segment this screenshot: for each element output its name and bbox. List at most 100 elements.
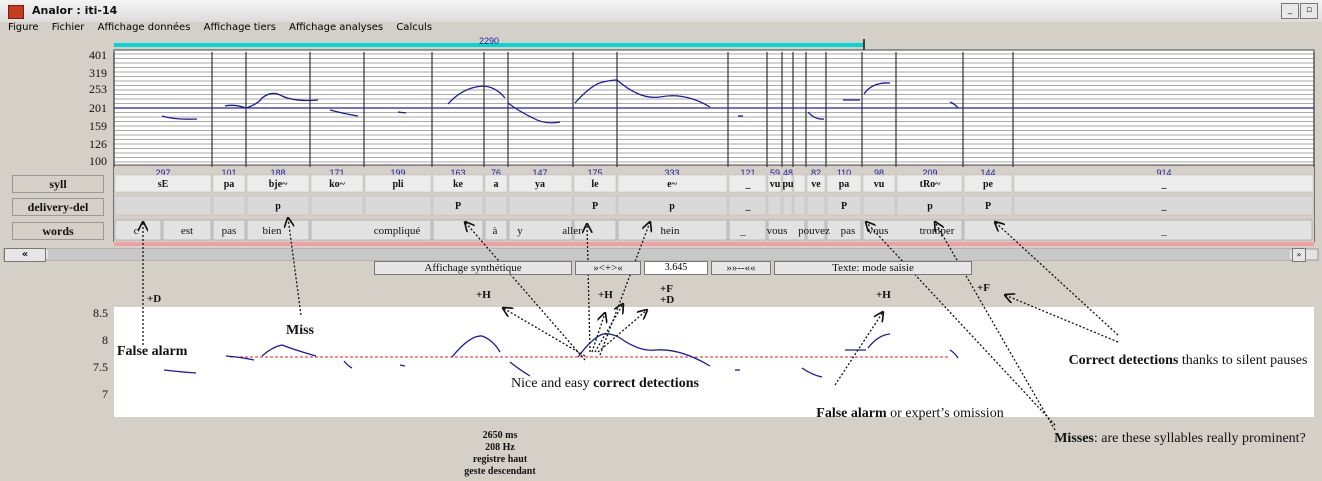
- menu-bar: Figure Fichier Affichage données Afficha…: [0, 22, 1322, 36]
- syll-cell: [508, 174, 573, 193]
- delivery-cell: [212, 195, 246, 216]
- text-mode-button[interactable]: Texte: mode saisie: [774, 261, 972, 275]
- syllable-label: tRo~: [920, 179, 942, 190]
- f0-tick-label: 253: [89, 82, 107, 96]
- upper-pitch-segment: [397, 111, 407, 114]
- syll-cell: [767, 174, 782, 193]
- word-cell: [508, 219, 573, 241]
- duration-label: 171: [329, 168, 344, 178]
- syllable-label: e~: [667, 179, 677, 190]
- expert-plain: or expert’s omission: [886, 406, 1004, 421]
- word-label: y: [517, 225, 523, 237]
- duration-label: 101: [221, 168, 236, 178]
- syll-cell: [364, 174, 432, 193]
- arrow-nice-5: [594, 304, 623, 353]
- cue-h2: +H: [598, 289, 613, 301]
- upper-pitch-segment: [245, 92, 319, 109]
- word-label: à: [493, 225, 498, 237]
- menu-calculs[interactable]: Calculs: [396, 22, 433, 33]
- delivery-cell: [432, 195, 484, 216]
- delivery-cell: [767, 195, 782, 216]
- syll-cell: [806, 174, 826, 193]
- delivery-label: _: [745, 201, 752, 212]
- upper-pitch-segment: [863, 82, 891, 95]
- display-synthetic-button[interactable]: Affichage synthétique: [374, 261, 572, 275]
- syll-cell: [432, 174, 484, 193]
- upper-pitch-segment: [447, 85, 506, 105]
- zoom-value-field[interactable]: 3.645: [644, 261, 708, 275]
- arrow-nice-6: [597, 310, 647, 353]
- syll-cell: [793, 174, 806, 193]
- syll-cell: [114, 174, 212, 193]
- minimize-button[interactable]: _: [1281, 3, 1299, 19]
- app-icon: [8, 5, 24, 19]
- duration-label: 121: [740, 168, 755, 178]
- zoom-in-button[interactable]: »<+>«: [575, 261, 641, 275]
- delivery-cell: [826, 195, 862, 216]
- syllable-durations: 297 101 188 171 199 163 76 147 175 333 121 59 48 82 11…: [155, 168, 1171, 178]
- prominence-tick-label: 8.5: [93, 306, 108, 320]
- word-label: c': [134, 225, 141, 237]
- syll-cell: [963, 174, 1013, 193]
- duration-label: 175: [587, 168, 602, 178]
- arrow-miss: [288, 218, 302, 316]
- f0-axis-ticks: 401 319 253 201 159 126 100: [89, 48, 107, 168]
- duration-label: 76: [491, 168, 501, 178]
- menu-fichier[interactable]: Fichier: [51, 22, 85, 33]
- scroll-left-fast-button[interactable]: «: [4, 248, 46, 262]
- upper-pitch-segment: [574, 79, 711, 108]
- syllable-label: pu: [782, 179, 794, 190]
- prominence-axis-ticks: 8.5 8 7.5 7: [93, 306, 108, 401]
- syll-cell: [728, 174, 767, 193]
- word-cell: [826, 219, 862, 241]
- scrollbar-track[interactable]: [48, 249, 1290, 260]
- menu-affichage-analyses[interactable]: Affichage analyses: [289, 22, 384, 33]
- menu-figure[interactable]: Figure: [8, 22, 39, 33]
- duration-label: 163: [450, 168, 465, 178]
- syll-cell: [246, 174, 310, 193]
- top-bar-value: 2290: [479, 36, 499, 46]
- delivery-cell: [896, 195, 963, 216]
- word-label: compliqué: [374, 225, 421, 237]
- word-cell: [806, 219, 826, 241]
- word-label: _: [739, 225, 746, 237]
- upper-pitch-segment: [161, 115, 198, 120]
- upper-pitch-segment: [807, 111, 825, 120]
- label-misses: Misses: are these syllables really promi…: [1045, 427, 1315, 451]
- prominence-tick-label: 7.5: [93, 360, 108, 374]
- syllable-label: bje~: [269, 179, 288, 190]
- syll-cell: [617, 174, 728, 193]
- menu-affichage-donnees[interactable]: Affichage données: [97, 22, 191, 33]
- label-miss: Miss: [286, 323, 314, 338]
- delivery-cell: [484, 195, 508, 216]
- menu-affichage-tiers[interactable]: Affichage tiers: [203, 22, 276, 33]
- lower-pitch-contour: [163, 333, 959, 378]
- lower-pitch-segment: [577, 333, 711, 367]
- correct-bold: Correct detections: [1068, 353, 1179, 368]
- zoom-out-button[interactable]: »»--««: [711, 261, 771, 275]
- restore-button[interactable]: ▫: [1300, 3, 1318, 19]
- cue-f: +F: [660, 283, 673, 295]
- lower-pitch-segment: [343, 360, 353, 369]
- misses-plain: : are these syllables really prominent?: [1093, 431, 1306, 446]
- delivery-label: p: [669, 201, 675, 212]
- delivery-cell: [114, 195, 212, 216]
- f0-tick-label: 159: [89, 119, 107, 133]
- syllable-label: ke: [453, 179, 464, 190]
- syll-cell: [896, 174, 963, 193]
- lower-pitch-segment: [801, 367, 823, 378]
- duration-label: 147: [532, 168, 547, 178]
- prominence-tick-label: 8: [102, 333, 108, 347]
- upper-pitch-segment: [329, 109, 359, 117]
- expert-bold: False alarm: [816, 406, 887, 421]
- upper-pitch-segment: [507, 102, 561, 124]
- duration-label: 59: [770, 168, 780, 178]
- syllable-label: pe: [983, 179, 994, 190]
- word-cell: [212, 219, 246, 241]
- word-label: tromper: [920, 225, 955, 237]
- duration-label: 333: [664, 168, 679, 178]
- scroll-right-button[interactable]: »: [1292, 248, 1306, 262]
- delivery-cell: [310, 195, 364, 216]
- arrow-nice-4: [591, 313, 605, 353]
- syllable-label: a: [494, 179, 499, 190]
